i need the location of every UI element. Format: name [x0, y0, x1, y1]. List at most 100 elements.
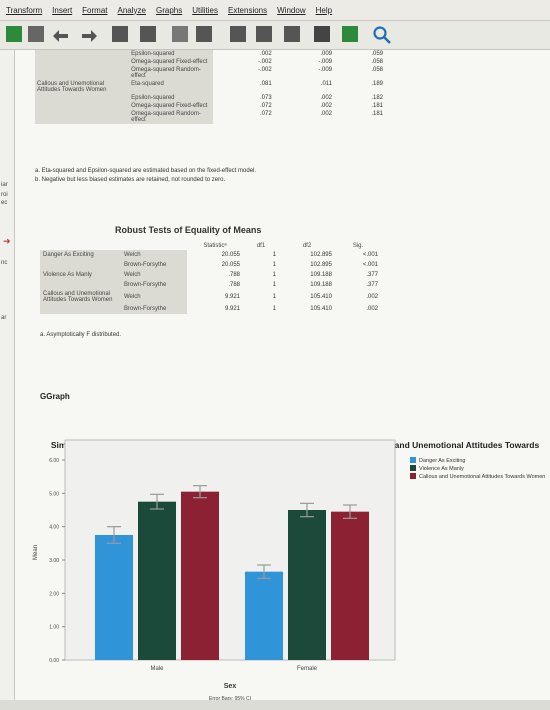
table-row: Violence As Manly Welch .788 1 109.188 .377: [40, 270, 381, 280]
table-cell: .189: [371, 81, 383, 87]
bar: [95, 535, 133, 660]
table-cell: Omega-squared Random-effect: [129, 110, 214, 124]
table-cell: [35, 102, 130, 110]
redo-icon[interactable]: [80, 26, 100, 42]
menu-item-utilities[interactable]: Utilities: [192, 5, 218, 15]
table-cell: Callous and Unemotional Attitudes Toward…: [35, 80, 130, 94]
bar: [138, 501, 176, 660]
table-cell: <.001: [362, 252, 378, 258]
table-cell: Brown-Forsythe: [121, 304, 187, 314]
table-cell: .072: [260, 111, 272, 117]
table-cell: [35, 94, 130, 102]
table-cell: 1: [272, 294, 276, 300]
table-cell: .072: [260, 103, 272, 109]
table-cell: [35, 50, 130, 58]
table-cell: .788: [228, 272, 240, 278]
new-data-icon[interactable]: [6, 26, 22, 42]
insert-variable-icon[interactable]: [256, 26, 272, 42]
x-tick-label: Female: [297, 666, 318, 672]
table-cell: Omega-squared Random-effect: [129, 66, 214, 80]
table-note: a. Asymptotically F distributed.: [40, 332, 122, 338]
menu-item-extensions[interactable]: Extensions: [228, 5, 268, 15]
table-cell: .002: [320, 111, 333, 117]
value-labels-icon[interactable]: [342, 26, 358, 42]
table-cell: -.002: [258, 59, 272, 65]
undo-icon[interactable]: [50, 26, 70, 42]
table-cell: Danger As Exciting: [40, 250, 121, 260]
nav-text: iar: [1, 182, 8, 188]
table-note: b. Negative but less biased estimates ar…: [35, 177, 226, 183]
table-cell: [35, 110, 130, 124]
y-tick-label: 6.00: [49, 458, 59, 464]
table-cell: .073: [260, 95, 272, 101]
table-cell: .182: [371, 95, 383, 101]
menu-item-graphs[interactable]: Graphs: [155, 5, 183, 15]
left-navigation-strip: iar roi ec nc ar: [0, 50, 15, 700]
bar: [245, 571, 283, 660]
table-cell: Welch: [121, 270, 187, 280]
table-cell: Eta-squared: [129, 80, 214, 94]
table-row: Omega-squared Fixed-effect -.002 -.009 .058: [35, 58, 385, 66]
table-cell: .009: [320, 51, 333, 57]
menu-item-transform[interactable]: Transform: [6, 5, 43, 15]
menu-item-help[interactable]: Help: [315, 5, 333, 15]
table-row: Callous and Unemotional Attitudes Toward…: [40, 290, 381, 304]
table-cell: [40, 304, 121, 314]
table-cell: 9.921: [224, 294, 240, 300]
legend-swatch: [410, 465, 416, 471]
variables-icon[interactable]: [172, 26, 188, 42]
table-cell: .081: [260, 81, 272, 87]
table-cell: 1: [272, 306, 276, 312]
table-cell: 105.410: [310, 306, 332, 312]
table-row: Brown-Forsythe 20.055 1 102.895 <.001: [40, 260, 381, 270]
table-cell: 109.188: [310, 282, 332, 288]
robust-tests-title: Robust Tests of Equality of Means: [115, 225, 262, 235]
column-header: Sig.: [352, 243, 364, 249]
table-cell: 109.188: [310, 272, 332, 278]
table-cell: Epsilon-squared: [129, 94, 214, 102]
nav-text: nc: [1, 260, 8, 266]
table-cell: [40, 280, 121, 290]
table-row: Omega-squared Fixed-effect .072 .002 .181: [35, 102, 385, 110]
table-cell: 102.895: [310, 252, 332, 258]
output-viewer: Epsilon-squared .002.009.059 Omega-squared…: [15, 50, 550, 702]
table-cell: Omega-squared Fixed-effect: [129, 58, 214, 66]
table-cell: 1: [272, 272, 276, 278]
table-cell: Omega-squared Fixed-effect: [129, 102, 214, 110]
column-header: Statisticᵃ: [203, 243, 227, 249]
menu-item-analyze[interactable]: Analyze: [117, 5, 146, 15]
menu-item-window[interactable]: Window: [277, 5, 306, 15]
table-cell: .788: [228, 282, 240, 288]
table-cell: Brown-Forsythe: [121, 280, 187, 290]
table-row: Brown-Forsythe .788 1 109.188 .377: [40, 280, 381, 290]
legend-entry: Callous and Unemotional Attitudes Toward…: [419, 474, 545, 480]
table-cell: .377: [366, 272, 378, 278]
table-cell: .002: [366, 294, 378, 300]
goto-variable-icon[interactable]: [140, 26, 156, 42]
table-row: Epsilon-squared .073 .002 .182: [35, 94, 385, 102]
legend-entry: Danger As Exciting: [419, 458, 465, 464]
table-row: Epsilon-squared .002 .009 .059: [35, 50, 385, 58]
split-file-icon[interactable]: [284, 26, 300, 42]
table-cell: .377: [366, 282, 378, 288]
bar-chart: 0.00 1.00 2.00 3.00 4.00 5.00 6.00 Mean Male Fema…: [33, 439, 545, 702]
nav-text: ec: [1, 200, 8, 206]
find-icon[interactable]: [196, 26, 212, 42]
open-icon[interactable]: [28, 26, 44, 42]
y-tick-label: 5.00: [49, 491, 59, 497]
table-cell: -.002: [258, 67, 272, 73]
search-icon[interactable]: [372, 26, 394, 44]
table-cell: 1: [272, 262, 276, 268]
menu-item-format[interactable]: Format: [82, 5, 108, 15]
select-cases-icon[interactable]: [314, 26, 330, 42]
insert-cases-icon[interactable]: [230, 26, 246, 42]
goto-case-icon[interactable]: [112, 26, 128, 42]
y-tick-label: 1.00: [49, 625, 59, 631]
y-tick-label: 3.00: [49, 558, 59, 564]
bar: [288, 510, 326, 660]
menu-item-insert[interactable]: Insert: [52, 5, 73, 15]
table-cell: -.009: [318, 59, 333, 65]
legend-swatch: [410, 457, 416, 463]
table-cell: .011: [320, 81, 333, 87]
table-cell: 1: [272, 282, 276, 288]
